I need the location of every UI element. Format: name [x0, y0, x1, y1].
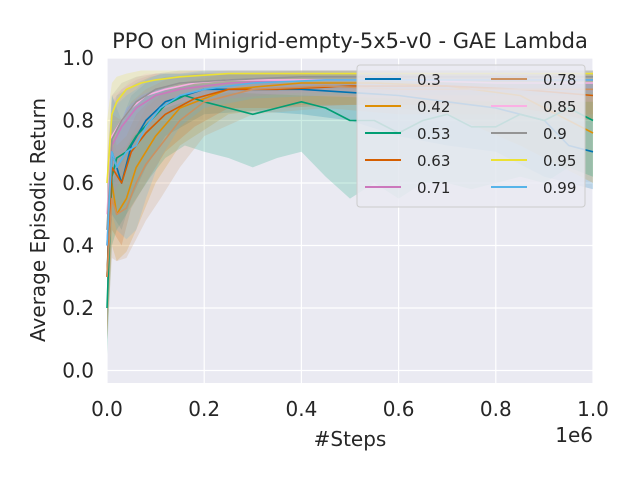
y-tick-label: 0.8: [62, 109, 94, 133]
x-tick-label: 0.8: [480, 397, 512, 421]
legend-label-0.85: 0.85: [543, 98, 576, 116]
y-axis-label: Average Episodic Return: [26, 98, 50, 342]
legend-label-0.53: 0.53: [417, 125, 450, 143]
x-tick-label: 1.0: [577, 397, 609, 421]
legend-label-0.3: 0.3: [417, 71, 441, 89]
series-band-0.95: [107, 70, 593, 246]
x-tick-label: 0.0: [91, 397, 123, 421]
y-tick-label: 0.2: [62, 296, 94, 320]
legend: 0.3 0.42 0.53 0.63 0.71 0.78 0.85 0.9 0.95 0.99: [356, 64, 586, 208]
y-tick-label: 0.6: [62, 171, 94, 195]
tick-layer: 0.0 0.2 0.4 0.6 0.8 1.0 0.0 0.2 0.4 0.6 0.8 1.0: [62, 46, 609, 421]
y-tick-label: 0.0: [62, 359, 94, 383]
series-band-0.71: [107, 70, 593, 308]
x-offset-label: 1e6: [555, 423, 593, 447]
legend-label-0.63: 0.63: [417, 152, 450, 170]
legend-label-0.99: 0.99: [543, 179, 576, 197]
legend-label-0.9: 0.9: [543, 125, 567, 143]
x-tick-label: 0.4: [285, 397, 317, 421]
x-tick-label: 0.2: [188, 397, 220, 421]
y-tick-label: 1.0: [62, 46, 94, 70]
legend-label-0.78: 0.78: [543, 71, 576, 89]
legend-label-0.42: 0.42: [417, 98, 450, 116]
legend-label-0.95: 0.95: [543, 152, 576, 170]
legend-label-0.71: 0.71: [417, 179, 450, 197]
chart-title: PPO on Minigrid-empty-5x5-v0 - GAE Lambd…: [112, 29, 588, 53]
legend-box: [356, 64, 586, 208]
x-axis-label: #Steps: [314, 427, 387, 451]
x-tick-label: 0.6: [383, 397, 415, 421]
y-tick-label: 0.4: [62, 234, 94, 258]
